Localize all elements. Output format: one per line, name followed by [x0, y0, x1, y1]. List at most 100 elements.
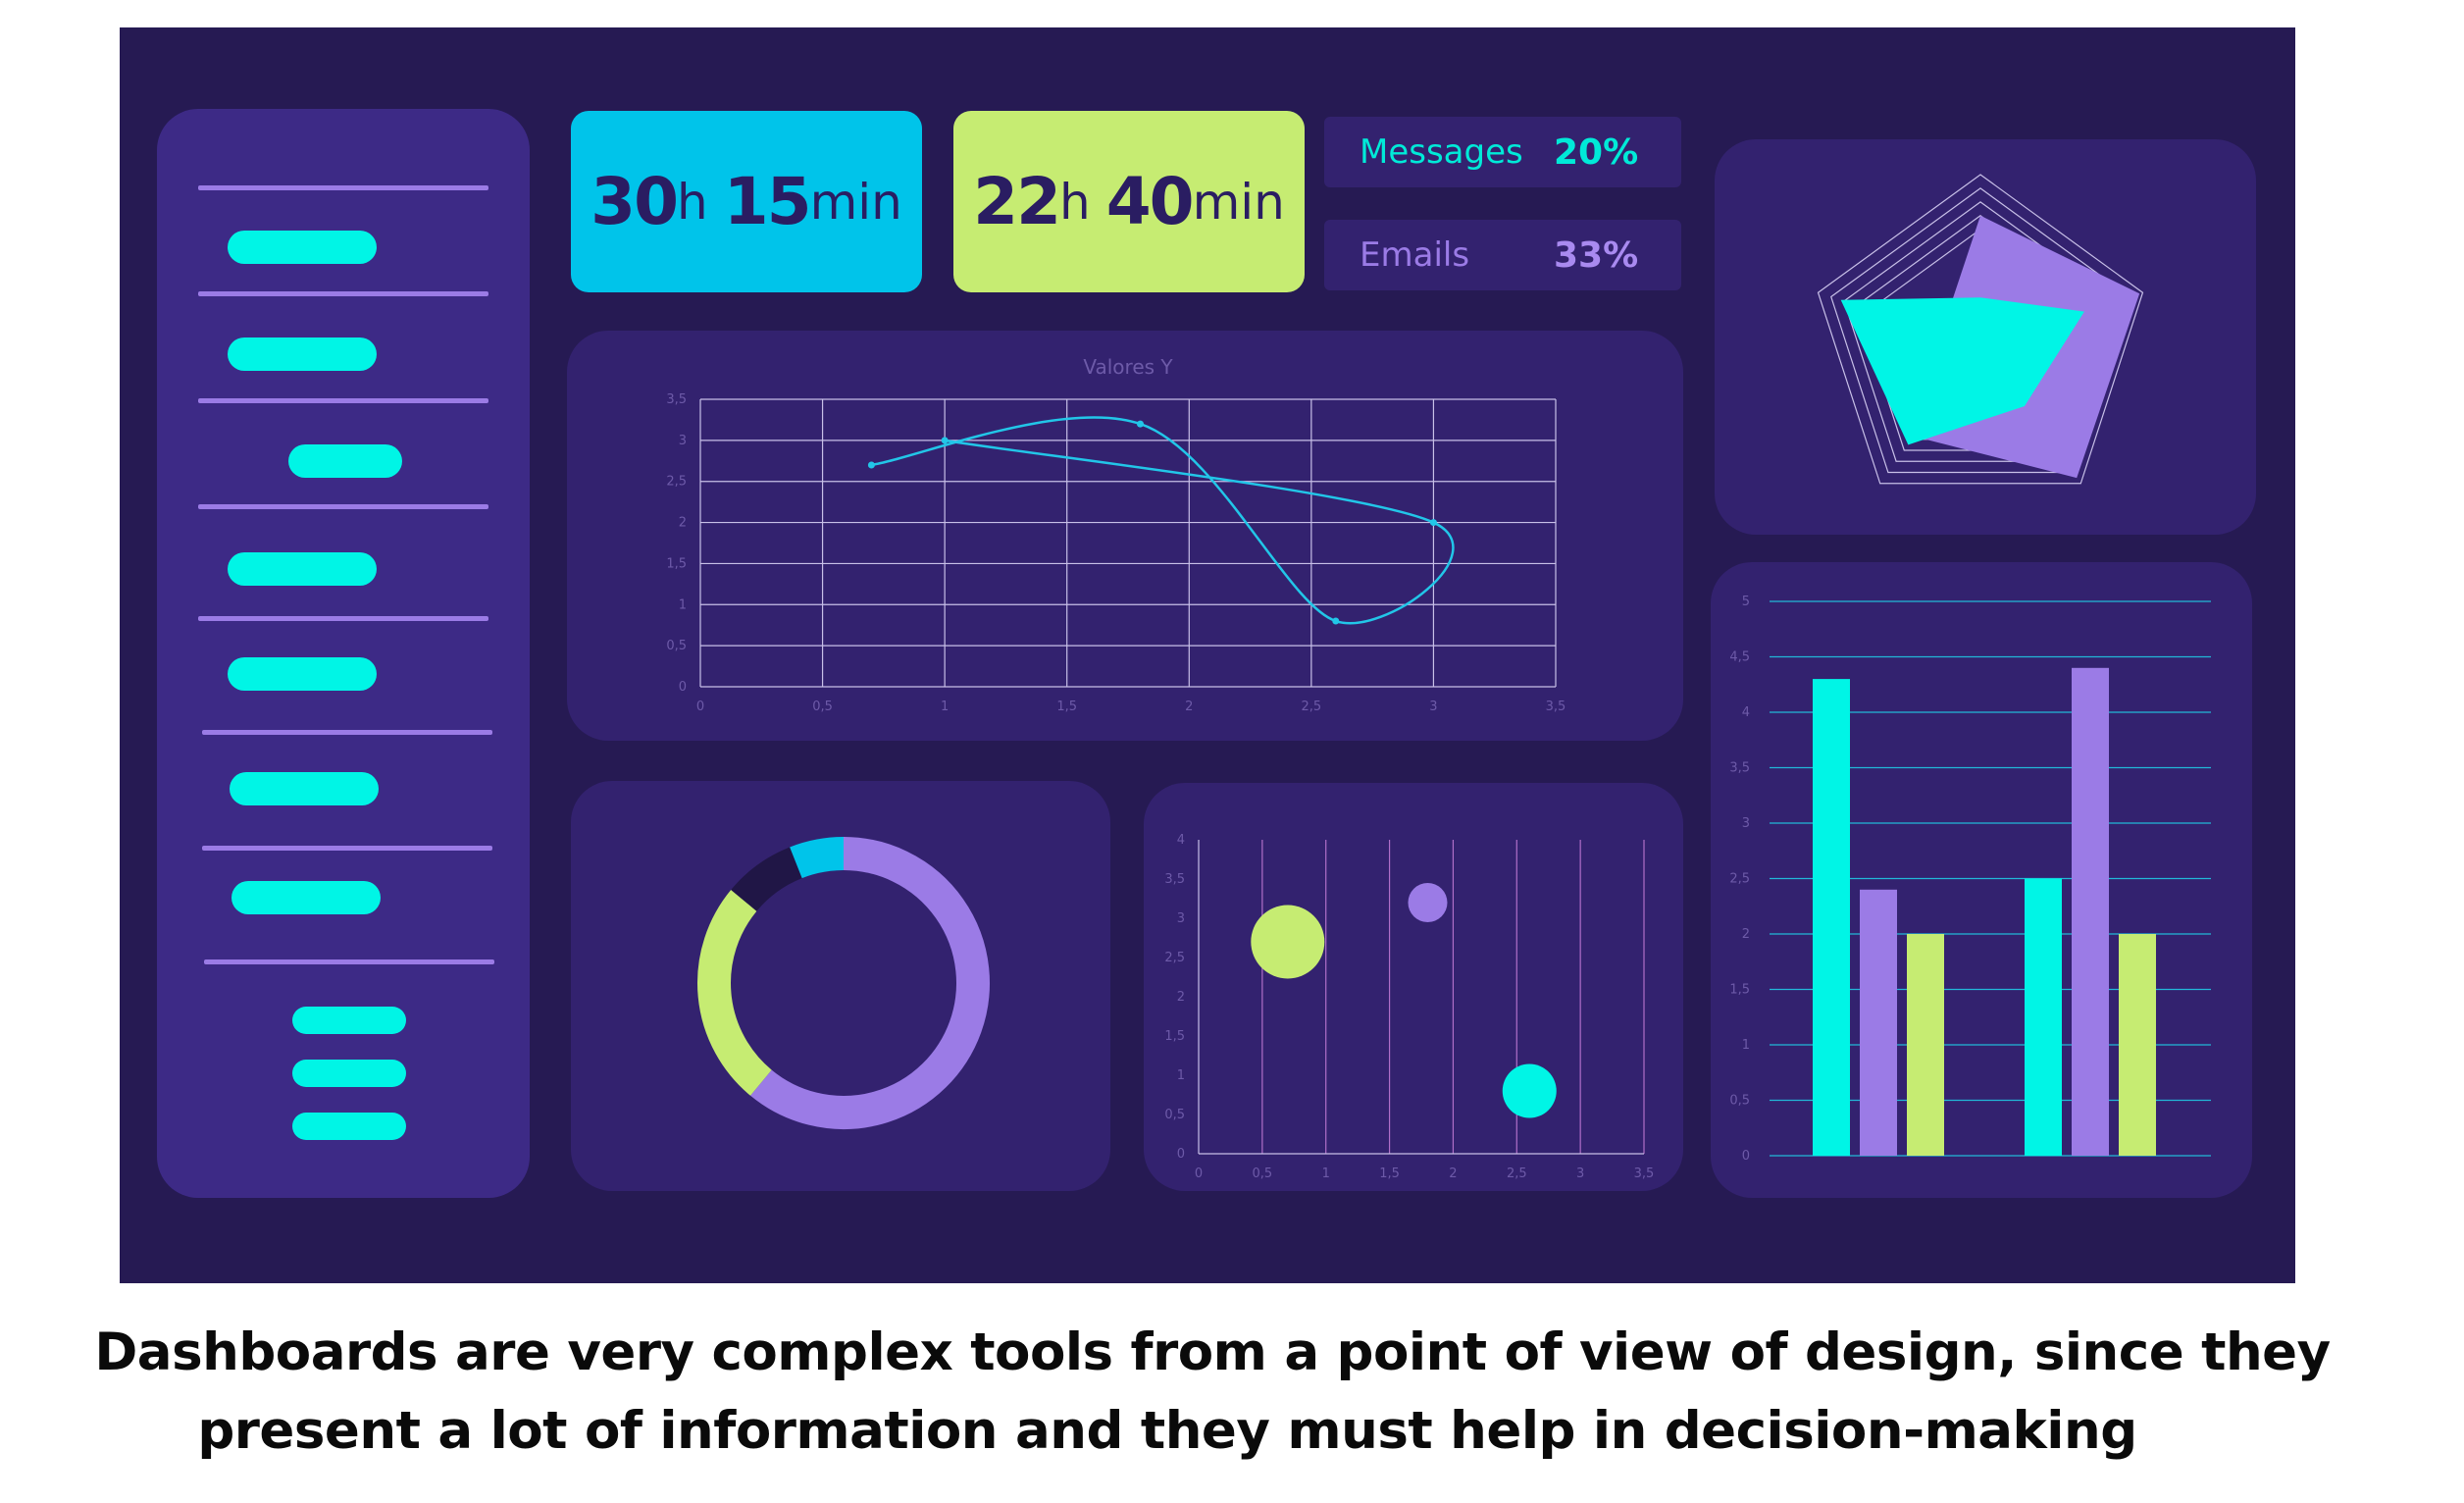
y-tick-label: 1,5 — [666, 556, 687, 571]
x-tick-label: 2,5 — [1507, 1166, 1527, 1181]
minutes-value: 40 — [1105, 164, 1195, 239]
kpi-label: Messages — [1360, 132, 1523, 172]
donut-slice — [731, 847, 803, 912]
x-tick-label: 3 — [1429, 700, 1437, 714]
hours-value: 22 — [973, 164, 1061, 239]
y-tick-label: 3 — [1742, 816, 1750, 831]
minutes-unit: min — [809, 173, 902, 231]
y-tick-label: 0,5 — [1729, 1094, 1750, 1109]
x-tick-label: 2 — [1185, 700, 1193, 714]
y-tick-label: 4 — [1177, 833, 1185, 848]
bubble — [1502, 1063, 1557, 1118]
y-tick-label: 0 — [1742, 1149, 1750, 1164]
sidebar-item[interactable] — [228, 552, 377, 586]
sidebar-divider — [198, 504, 488, 509]
sidebar-item[interactable] — [292, 1060, 406, 1087]
sidebar-item[interactable] — [288, 444, 402, 478]
y-tick-label: 2 — [679, 516, 687, 531]
bar — [2119, 934, 2156, 1156]
y-tick-label: 1,5 — [1729, 983, 1750, 998]
sidebar-divider — [202, 846, 492, 851]
donut-chart — [697, 837, 990, 1129]
sidebar-divider — [202, 730, 492, 735]
sidebar-item[interactable] — [292, 1113, 406, 1140]
dashboard-canvas: 30 h 15 min 22 h 40 min Messages 20% Emails 33… — [120, 27, 2295, 1283]
y-tick-label: 2 — [1177, 990, 1185, 1005]
bubble — [1408, 883, 1448, 922]
y-tick-label: 0,5 — [666, 639, 687, 653]
radar-chart — [1817, 174, 2144, 485]
caption-line-2: present a lot of information and they mu… — [197, 1401, 2137, 1461]
y-tick-label: 2 — [1742, 927, 1750, 942]
bar — [2025, 878, 2062, 1156]
sidebar-divider — [198, 291, 488, 296]
sidebar-item[interactable] — [228, 231, 377, 264]
sidebar-divider — [198, 616, 488, 621]
data-point — [867, 461, 875, 469]
caption-line-1: Dashboards are very complex tools from a… — [94, 1322, 2331, 1382]
x-tick-label: 0 — [696, 700, 704, 714]
x-tick-label: 3 — [1576, 1166, 1584, 1181]
hours-value: 30 — [590, 164, 679, 239]
x-tick-label: 2,5 — [1302, 700, 1322, 714]
minutes-unit: min — [1192, 173, 1285, 231]
time-stat-card-1: 30 h 15 min — [571, 111, 922, 292]
y-tick-label: 5 — [1742, 595, 1750, 609]
sidebar-item[interactable] — [292, 1007, 406, 1034]
hours-unit: h — [677, 173, 708, 231]
y-tick-label: 0,5 — [1164, 1108, 1185, 1122]
sidebar-item[interactable] — [231, 881, 381, 914]
kpi-label: Emails — [1360, 235, 1470, 275]
data-point — [941, 437, 949, 444]
bubble-chart-panel: 0 0,5 1 1,5 2 2,5 3 3,5 0 0,5 1 1,5 2 2,5 3 3,5 4 — [1144, 783, 1683, 1191]
y-tick-label: 1,5 — [1164, 1029, 1185, 1044]
bar — [1907, 934, 1944, 1156]
bubble-chart: 0 0,5 1 1,5 2 2,5 3 3,5 0 0,5 1 1,5 2 2,5 3 3,5 4 — [1164, 833, 1655, 1181]
y-tick-label: 2,5 — [666, 475, 687, 490]
minutes-value: 15 — [723, 164, 812, 239]
bar — [2072, 667, 2109, 1156]
time-stat-card-2: 22 h 40 min — [953, 111, 1305, 292]
y-tick-label: 1 — [679, 597, 687, 612]
data-point — [1136, 420, 1144, 428]
y-tick-label: 0 — [1177, 1147, 1185, 1162]
y-tick-label: 4,5 — [1729, 650, 1750, 665]
x-tick-label: 0 — [1195, 1166, 1203, 1181]
bubble — [1251, 905, 1325, 979]
kpi-emails: Emails 33% — [1324, 220, 1681, 290]
sidebar-item[interactable] — [228, 337, 377, 371]
data-point — [1429, 519, 1437, 527]
y-tick-label: 2,5 — [1729, 872, 1750, 887]
x-tick-label: 1 — [1322, 1166, 1330, 1181]
kpi-value: 20% — [1554, 131, 1639, 173]
x-tick-label: 1,5 — [1379, 1166, 1400, 1181]
y-tick-label: 3,5 — [1729, 761, 1750, 776]
bar — [1860, 889, 1897, 1156]
y-tick-label: 4 — [1742, 705, 1750, 720]
sidebar-item[interactable] — [228, 657, 377, 691]
donut-slice — [750, 837, 990, 1129]
line-chart-panel: Valores Y 0 0,5 1 1,5 2 2,5 3 3,5 0 0,5 1 1,5 2 2,5 3 3,… — [567, 331, 1683, 741]
kpi-value: 33% — [1554, 234, 1639, 276]
bar-chart: 0 0,5 1 1,5 2 2,5 3 3,5 4 4,5 5 — [1729, 595, 2211, 1164]
chart-title: Valores Y — [1083, 355, 1173, 379]
x-tick-label: 3,5 — [1634, 1166, 1655, 1181]
y-tick-label: 3 — [1177, 911, 1185, 926]
line-chart: Valores Y 0 0,5 1 1,5 2 2,5 3 3,5 0 0,5 1 1,5 2 2,5 3 3,… — [666, 355, 1566, 714]
sidebar-divider — [198, 398, 488, 403]
y-tick-label: 3,5 — [666, 392, 687, 407]
series-line — [871, 416, 1455, 625]
kpi-messages: Messages 20% — [1324, 117, 1681, 187]
x-tick-label: 3,5 — [1546, 700, 1566, 714]
sidebar-divider — [204, 959, 494, 964]
bar-chart-panel: 0 0,5 1 1,5 2 2,5 3 3,5 4 4,5 5 — [1711, 562, 2252, 1198]
sidebar-item[interactable] — [230, 772, 379, 805]
radar-series — [1840, 297, 2084, 445]
donut-slice — [790, 837, 845, 879]
y-tick-label: 3,5 — [1164, 872, 1185, 887]
x-tick-label: 2 — [1449, 1166, 1457, 1181]
donut-chart-panel — [571, 781, 1110, 1191]
hours-unit: h — [1059, 173, 1091, 231]
y-tick-label: 1 — [1177, 1068, 1185, 1083]
x-tick-label: 0,5 — [1253, 1166, 1273, 1181]
